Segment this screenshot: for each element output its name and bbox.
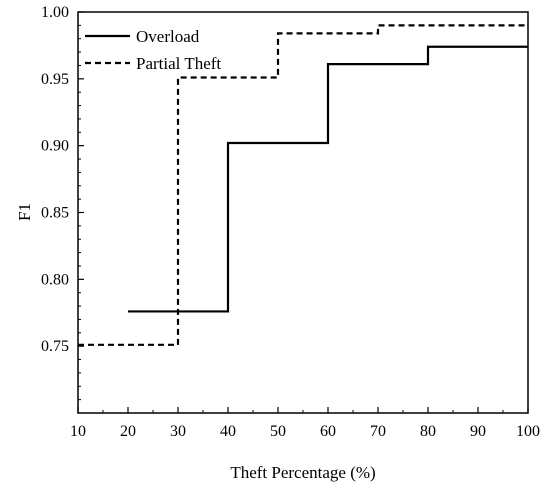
x-axis-label: Theft Percentage (%) xyxy=(230,463,375,482)
y-axis-label: F1 xyxy=(15,203,34,221)
y-tick-label: 0.85 xyxy=(41,205,69,222)
y-tick-label: 0.90 xyxy=(41,138,69,155)
x-axis-ticks: 10 20 30 40 50 60 70 80 90 100 xyxy=(70,407,540,440)
x-tick-label: 100 xyxy=(516,423,540,440)
x-tick-label: 40 xyxy=(220,423,236,440)
x-tick-label: 70 xyxy=(370,423,386,440)
legend: Overload Partial Theft xyxy=(85,27,221,73)
x-tick-label: 50 xyxy=(270,423,286,440)
y-tick-label: 0.95 xyxy=(41,71,69,88)
x-tick-label: 80 xyxy=(420,423,436,440)
x-tick-label: 20 xyxy=(120,423,136,440)
legend-label: Overload xyxy=(136,27,200,46)
y-tick-label: 0.75 xyxy=(41,338,69,355)
y-tick-label: 0.80 xyxy=(41,271,69,288)
x-tick-label: 90 xyxy=(470,423,486,440)
x-tick-label: 10 xyxy=(70,423,86,440)
x-tick-label: 60 xyxy=(320,423,336,440)
x-tick-label: 30 xyxy=(170,423,186,440)
series-line-2 xyxy=(78,24,528,346)
y-tick-label: 1.00 xyxy=(41,4,69,21)
series-layer xyxy=(78,24,528,346)
series-line-1 xyxy=(128,45,528,313)
legend-label: Partial Theft xyxy=(136,54,221,73)
y-axis-ticks: 0.75 0.80 0.85 0.90 0.95 1.00 xyxy=(41,4,84,401)
